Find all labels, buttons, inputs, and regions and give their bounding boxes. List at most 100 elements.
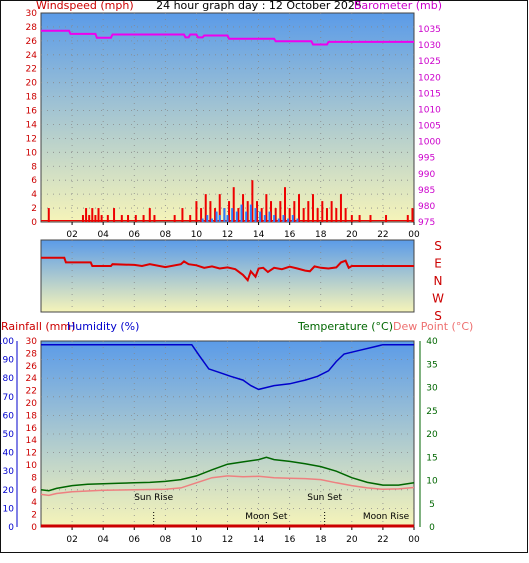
temperature-tick-label: 10 [426,477,438,487]
direction-label: W [432,292,444,306]
rain-tick-label: 26 [26,362,38,372]
wind-tick-label: 4 [31,190,37,200]
wind-tick-label: 24 [26,51,38,61]
event-label: Sun Rise [134,493,173,503]
wind-barometer-plot [40,12,415,223]
x-tick-label: 14 [253,230,265,240]
x-tick-label: 20 [346,535,358,545]
x-tick-label: 08 [160,535,172,545]
barometer-tick-label: 1025 [418,57,441,67]
humidity-tick-label: 30 [3,467,15,477]
direction-label: E [434,257,442,271]
rain-tick-label: 16 [26,424,38,434]
rain-tick-label: 4 [31,498,37,508]
humidity-tick-label: 60 [3,411,15,421]
wind-axis-label: Windspeed (mph) [36,0,134,12]
plot3-gridlines [41,341,414,527]
x-tick-label: 14 [253,535,265,545]
humidity-tick-label: 10 [3,504,15,514]
humidity-tick-label: 20 [3,486,15,496]
direction-label: S [434,309,442,323]
barometer-tick-label: 985 [418,186,435,196]
barometer-tick-label: 1030 [418,41,441,51]
barometer-line [41,29,414,46]
barometer-tick-label: 1035 [418,25,441,35]
wind-direction-line [41,256,414,283]
rain-tick-label: 24 [26,374,38,384]
rain-tick-label: 2 [31,511,37,521]
temperature-tick-label: 40 [426,337,438,347]
plot3-x-ticks: 02 04 06 08 10 12 14 16 18 20 22 00 [66,527,420,545]
barometer-tick-label: 980 [418,202,435,212]
barometer-tick-label: 990 [418,170,435,180]
barometer-tick-label: 1020 [418,73,441,83]
rain-tick-label: 6 [31,486,37,496]
rain-tick-label: 8 [31,473,37,483]
direction-label: N [434,274,443,288]
event-label: Moon Set [245,512,288,522]
x-tick-label: 18 [315,230,327,240]
humidity-line [41,343,414,391]
rain-tick-label: 28 [26,349,38,359]
barometer-tick-label: 1005 [418,122,441,132]
x-tick-label: 20 [346,230,358,240]
humidity-axis-label: Humidity (%) [67,320,139,333]
rain-tick-label: 20 [26,399,38,409]
x-tick-label: 16 [284,230,296,240]
x-tick-label: 10 [191,230,203,240]
temperature-tick-label: 35 [426,360,437,370]
wind-tick-label: 12 [26,134,37,144]
plot1-x-ticks: 02 04 06 08 10 12 14 16 18 20 22 00 [66,222,420,240]
humidity-tick-label: 90 [3,356,15,366]
x-tick-label: 06 [129,535,141,545]
chart-title: 24 hour graph day : 12 October 2025 [156,0,362,12]
plot2-series [41,256,414,283]
humidity-tick-label: 0 [8,523,14,533]
rain-tick-label: 22 [26,387,37,397]
plot3-series [40,343,415,528]
rain-tick-label: 12 [26,449,37,459]
wind-tick-label: 14 [26,120,38,130]
wind-tick-label: 30 [26,9,38,19]
temperature-tick-label: 0 [429,523,435,533]
dewpoint-axis-label: Dew Point (°C) [393,320,473,333]
x-tick-label: 00 [408,230,420,240]
humidity-y-ticks: 0 10 20 30 40 50 60 70 80 90 100 [0,337,18,533]
barometer-y-ticks: 975 980 985 990 995 1000 1005 1010 1015 1020 1025 1… [418,25,441,228]
plot1-series [41,29,414,222]
wind-tick-label: 28 [26,23,38,33]
wind-tick-label: 8 [31,162,37,172]
x-tick-label: 02 [66,230,77,240]
rain-tick-label: 14 [26,436,38,446]
humidity-tick-label: 40 [3,449,15,459]
wind-tick-label: 6 [31,176,37,186]
x-tick-label: 22 [377,535,388,545]
wind-tick-label: 18 [26,93,38,103]
rain-tick-label: 30 [26,337,38,347]
x-tick-label: 04 [97,535,109,545]
barometer-axis-label: Barometer (mb) [354,0,442,12]
barometer-tick-label: 975 [418,218,435,228]
temperature-line [40,456,415,492]
wind-tick-label: 0 [31,218,37,228]
temperature-tick-label: 20 [426,430,438,440]
rainfall-axis-label: Rainfall (mm) [1,320,75,333]
x-tick-label: 22 [377,230,388,240]
temperature-axis-label: Temperature (°C) [297,320,393,333]
x-tick-label: 12 [222,535,233,545]
rain-tick-label: 0 [31,523,37,533]
humidity-tick-label: 50 [3,430,15,440]
humidity-tick-label: 70 [3,393,15,403]
wind-tick-label: 26 [26,37,38,47]
x-tick-label: 08 [160,230,172,240]
wind-tick-label: 22 [26,65,37,75]
barometer-tick-label: 1010 [418,105,441,115]
barometer-tick-label: 1015 [418,89,441,99]
temperature-y-ticks: 0 5 10 15 20 25 30 35 40 [419,337,438,533]
wind-tick-label: 20 [26,79,38,89]
temperature-tick-label: 5 [429,500,435,510]
temperature-tick-label: 25 [426,407,437,417]
